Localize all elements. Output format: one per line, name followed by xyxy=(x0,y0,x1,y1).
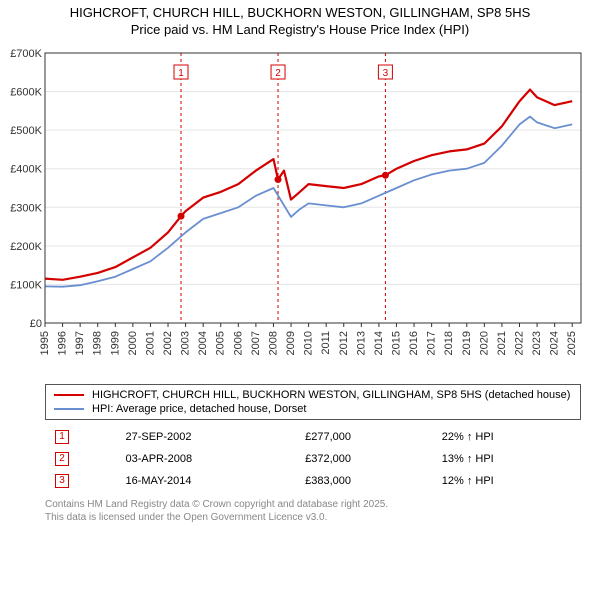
sale-marker: 2 xyxy=(55,452,69,466)
legend-label: HIGHCROFT, CHURCH HILL, BUCKHORN WESTON,… xyxy=(92,389,570,401)
svg-text:2006: 2006 xyxy=(232,331,244,355)
svg-text:1998: 1998 xyxy=(92,331,104,355)
svg-text:£300K: £300K xyxy=(10,202,42,214)
svg-text:£600K: £600K xyxy=(10,86,42,98)
svg-text:2022: 2022 xyxy=(513,331,525,355)
svg-text:£100K: £100K xyxy=(10,279,42,291)
svg-text:£400K: £400K xyxy=(10,163,42,175)
sale-delta: 13% ↑ HPI xyxy=(432,448,581,470)
chart-title: HIGHCROFT, CHURCH HILL, BUCKHORN WESTON,… xyxy=(5,5,595,39)
svg-text:2023: 2023 xyxy=(531,331,543,355)
svg-text:2016: 2016 xyxy=(408,331,420,355)
sales-table: 1 27-SEP-2002£277,00022% ↑ HPI 2 03-APR-200… xyxy=(45,426,581,492)
legend-item: HPI: Average price, detached house, Dors… xyxy=(54,402,572,416)
sale-price: £383,000 xyxy=(295,470,432,492)
svg-text:1999: 1999 xyxy=(109,331,121,355)
svg-text:2013: 2013 xyxy=(355,331,367,355)
svg-text:2012: 2012 xyxy=(338,331,350,355)
svg-text:1: 1 xyxy=(178,68,184,79)
chart-container: £0 £100K £200K £300K £400K £500K £600K £700K 199… xyxy=(5,43,595,378)
svg-text:2017: 2017 xyxy=(426,331,438,355)
legend-item: HIGHCROFT, CHURCH HILL, BUCKHORN WESTON,… xyxy=(54,388,572,402)
sale-delta: 12% ↑ HPI xyxy=(432,470,581,492)
svg-text:2000: 2000 xyxy=(127,331,139,355)
table-row: 1 27-SEP-2002£277,00022% ↑ HPI xyxy=(45,426,581,448)
sale-date: 27-SEP-2002 xyxy=(115,426,295,448)
legend-swatch xyxy=(54,408,84,410)
sale-date: 03-APR-2008 xyxy=(115,448,295,470)
svg-text:2025: 2025 xyxy=(566,331,578,355)
svg-text:2001: 2001 xyxy=(144,331,156,355)
footer-line-2: This data is licensed under the Open Gov… xyxy=(45,512,327,523)
table-row: 2 03-APR-2008£372,00013% ↑ HPI xyxy=(45,448,581,470)
svg-text:2021: 2021 xyxy=(496,331,508,355)
svg-text:1997: 1997 xyxy=(74,331,86,355)
svg-text:£200K: £200K xyxy=(10,241,42,253)
svg-text:£0: £0 xyxy=(30,318,42,330)
svg-text:£700K: £700K xyxy=(10,48,42,60)
footer-attribution: Contains HM Land Registry data © Crown c… xyxy=(45,498,595,524)
svg-text:2015: 2015 xyxy=(390,331,402,355)
svg-text:3: 3 xyxy=(383,68,389,79)
sale-marker: 1 xyxy=(55,430,69,444)
svg-text:2011: 2011 xyxy=(320,331,332,355)
sale-date: 16-MAY-2014 xyxy=(115,470,295,492)
table-row: 3 16-MAY-2014£383,00012% ↑ HPI xyxy=(45,470,581,492)
svg-text:2008: 2008 xyxy=(267,331,279,355)
title-line-2: Price paid vs. HM Land Registry's House … xyxy=(131,22,469,37)
svg-text:1995: 1995 xyxy=(39,331,51,355)
svg-text:2024: 2024 xyxy=(549,331,561,355)
svg-text:2004: 2004 xyxy=(197,331,209,355)
svg-text:2009: 2009 xyxy=(285,331,297,355)
svg-text:1996: 1996 xyxy=(57,331,69,355)
svg-text:2019: 2019 xyxy=(461,331,473,355)
svg-text:2010: 2010 xyxy=(303,331,315,355)
svg-text:2007: 2007 xyxy=(250,331,262,355)
footer-line-1: Contains HM Land Registry data © Crown c… xyxy=(45,499,388,510)
svg-text:2020: 2020 xyxy=(478,331,490,355)
sale-delta: 22% ↑ HPI xyxy=(432,426,581,448)
svg-text:2005: 2005 xyxy=(215,331,227,355)
sale-marker: 3 xyxy=(55,474,69,488)
svg-text:2002: 2002 xyxy=(162,331,174,355)
svg-text:£500K: £500K xyxy=(10,125,42,137)
line-chart: £0 £100K £200K £300K £400K £500K £600K £700K 199… xyxy=(5,43,595,373)
title-line-1: HIGHCROFT, CHURCH HILL, BUCKHORN WESTON,… xyxy=(70,5,531,20)
svg-text:2018: 2018 xyxy=(443,331,455,355)
svg-text:2: 2 xyxy=(275,68,281,79)
legend-label: HPI: Average price, detached house, Dors… xyxy=(92,403,306,415)
legend-swatch xyxy=(54,394,84,396)
sale-price: £372,000 xyxy=(295,448,432,470)
svg-text:2014: 2014 xyxy=(373,331,385,355)
svg-text:2003: 2003 xyxy=(180,331,192,355)
legend: HIGHCROFT, CHURCH HILL, BUCKHORN WESTON,… xyxy=(45,384,581,420)
sale-price: £277,000 xyxy=(295,426,432,448)
